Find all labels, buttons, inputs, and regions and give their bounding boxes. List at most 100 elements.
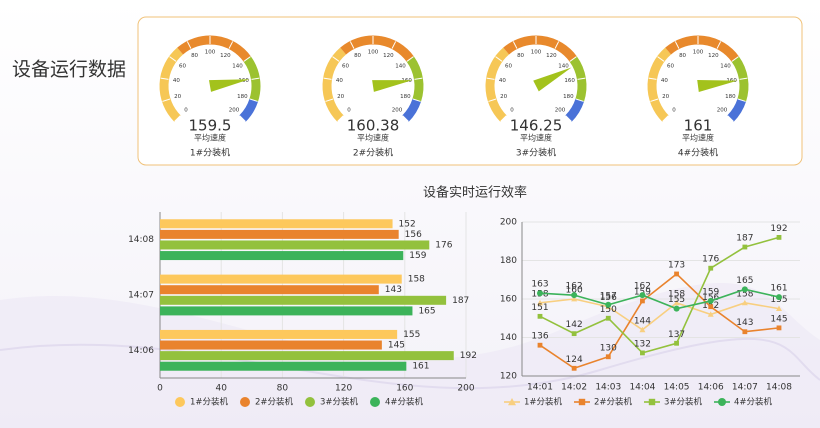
gauge-tick-label: 80	[354, 53, 361, 59]
gauge-tick-label: 40	[499, 78, 506, 84]
gauge-tick	[731, 56, 739, 62]
gauge-tick-label: 140	[395, 64, 406, 70]
point-label: 130	[600, 343, 617, 353]
gauge-band	[503, 35, 577, 62]
gauge-tick-label: 200	[555, 108, 566, 114]
gauge-tick-label: 200	[229, 108, 240, 114]
y-tick-label: 160	[500, 295, 517, 305]
point-label: 163	[531, 280, 548, 290]
point	[673, 299, 680, 306]
gauge-tick	[662, 115, 669, 122]
point	[537, 290, 543, 297]
gauge-tick-label: 60	[179, 64, 186, 70]
y-tick-label: 180	[500, 256, 517, 266]
gauge-tick	[495, 56, 503, 62]
point-label: 151	[531, 303, 548, 313]
gauge-tick	[391, 41, 397, 49]
gauge-label: 平均速度	[520, 133, 552, 143]
bar	[160, 285, 379, 295]
y-tick-label: 200	[500, 218, 517, 228]
gauge-tick-label: 200	[717, 108, 728, 114]
gauge-tick-label: 40	[336, 78, 343, 84]
gauge-needle	[372, 80, 413, 92]
gauge-tick-label: 160	[238, 78, 249, 84]
point-label: 162	[566, 282, 583, 292]
gauge-tick-label: 0	[510, 108, 514, 114]
gauge-tick-label: 180	[725, 94, 736, 100]
gauge-tick-label: 20	[174, 94, 181, 100]
x-tick-label: 14:04	[629, 383, 655, 393]
gauge-needle	[208, 79, 250, 92]
bar-label: 145	[388, 341, 405, 351]
gauge-band	[340, 35, 414, 62]
point	[640, 350, 645, 356]
x-tick-label: 40	[215, 384, 227, 394]
point	[640, 298, 645, 304]
point	[776, 325, 782, 331]
point-label: 156	[600, 293, 617, 303]
bar	[160, 340, 382, 350]
gauge-tick-label: 40	[661, 78, 668, 84]
series-line	[539, 272, 780, 370]
legend-marker	[648, 398, 656, 406]
gauge-tick	[243, 56, 251, 62]
gauge-tick-label: 0	[347, 108, 351, 114]
point	[673, 305, 680, 312]
point	[776, 305, 782, 312]
bar-label: 165	[418, 306, 435, 316]
point	[571, 296, 578, 302]
point	[537, 313, 543, 319]
gauge-tick	[325, 98, 334, 102]
gauge-tick	[512, 41, 518, 49]
legend-label: 4#分装机	[385, 397, 424, 408]
gauge-tick-label: 0	[672, 108, 676, 114]
legend-label: 3#分装机	[664, 397, 703, 408]
gauge-label: 平均速度	[194, 133, 226, 143]
point	[776, 235, 782, 240]
gauge-tick-label: 140	[232, 64, 243, 70]
bar-label: 176	[435, 240, 452, 250]
gauge-tick-label: 80	[517, 53, 524, 59]
point-label: 162	[634, 282, 651, 292]
point	[571, 292, 578, 299]
gauge-tick	[412, 98, 421, 102]
gauge-band	[665, 35, 739, 62]
point	[571, 331, 577, 337]
gauge-tick-label: 180	[237, 94, 248, 100]
section-title: 设备实时运行效率	[423, 185, 527, 201]
page-title: 设备运行数据	[12, 59, 126, 81]
gauge-title: 2#分装机	[353, 147, 393, 159]
x-tick-label: 120	[335, 384, 352, 394]
legend-label: 2#分装机	[255, 397, 294, 408]
gauge-tick-label: 0	[184, 108, 188, 114]
gauge-tick	[737, 98, 746, 102]
point	[742, 244, 748, 250]
gauge-tick	[337, 115, 344, 122]
gauge-title: 3#分装机	[516, 147, 556, 159]
point-label: 150	[600, 305, 617, 315]
legend-label: 1#分装机	[524, 397, 563, 408]
point-label: 187	[736, 234, 753, 244]
gauge-tick-label: 120	[383, 53, 394, 59]
gauge-tick	[160, 77, 169, 80]
bar	[160, 219, 393, 229]
x-tick-label: 14:07	[732, 383, 758, 393]
gauge-tick-label: 60	[505, 64, 512, 70]
x-tick-label: 0	[157, 384, 163, 394]
point-label: 124	[566, 355, 583, 365]
gauge-tick	[228, 41, 234, 49]
point-label: 142	[566, 320, 583, 330]
gauge-needle	[533, 67, 572, 92]
legend-marker	[718, 398, 726, 406]
gauge-tick	[249, 98, 258, 102]
gauge-label: 平均速度	[357, 133, 389, 143]
y-tick-label: 140	[500, 333, 517, 343]
point	[708, 304, 714, 310]
gauge-tick-label: 120	[220, 53, 231, 59]
gauge-tick	[162, 98, 171, 102]
point-label: 155	[770, 295, 787, 305]
gauge-title: 4#分装机	[678, 147, 718, 159]
gauge-tick	[500, 115, 507, 122]
gauge-tick	[349, 41, 355, 49]
point	[537, 342, 543, 348]
